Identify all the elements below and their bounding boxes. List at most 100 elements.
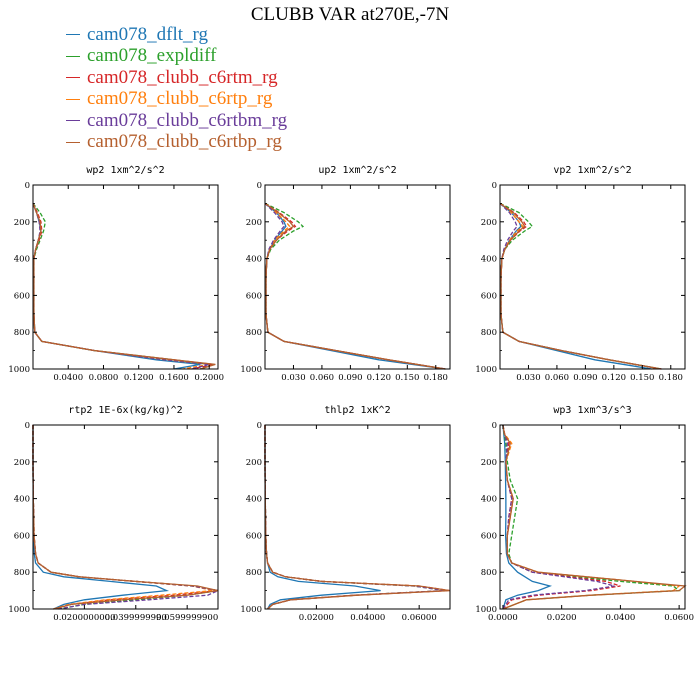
x-tick-label: 0.030 xyxy=(281,373,305,383)
series-line xyxy=(32,425,170,610)
series-line xyxy=(264,425,451,610)
legend-item: cam078_clubb_c6rtm_rg xyxy=(66,67,287,89)
panel-title: thlp2 1xK^2 xyxy=(324,405,390,416)
series-line xyxy=(502,424,681,610)
y-tick-label: 800 xyxy=(14,568,30,578)
panel: vp2 1xm^2/s^2 0 200 400 600 800 1000 0.030 0.060… xyxy=(475,165,686,383)
y-tick-label: 400 xyxy=(246,255,262,265)
x-tick-label: 0.030 xyxy=(516,373,540,383)
x-tick-label: 0.2000 xyxy=(194,373,224,383)
series-line xyxy=(502,424,621,610)
series-line xyxy=(264,425,445,610)
series-line xyxy=(499,202,662,370)
legend-item: cam078_expldiff xyxy=(66,45,287,68)
legend: cam078_dflt_rg cam078_expldiff cam078_cl… xyxy=(66,24,287,153)
x-tick-label: 0.060 xyxy=(545,373,569,383)
y-tick-label: 200 xyxy=(246,458,262,468)
legend-label: cam078_clubb_c6rtm_rg xyxy=(87,66,278,88)
y-tick-label: 1000 xyxy=(240,365,262,375)
legend-swatch xyxy=(66,55,80,57)
legend-swatch xyxy=(66,77,80,79)
y-tick-label: 200 xyxy=(246,218,262,228)
series-line xyxy=(32,203,216,370)
x-tick-label: 0.150 xyxy=(630,373,654,383)
y-tick-label: 200 xyxy=(481,458,497,468)
series-line xyxy=(502,424,553,610)
panel-title: wp3 1xm^3/s^3 xyxy=(553,405,631,416)
y-tick-label: 600 xyxy=(14,531,30,541)
y-tick-label: 200 xyxy=(14,218,30,228)
y-tick-label: 800 xyxy=(246,568,262,578)
y-tick-label: 400 xyxy=(481,255,497,265)
x-tick-label: 0.0400 xyxy=(53,373,83,383)
series-line xyxy=(32,425,219,610)
y-tick-label: 0 xyxy=(492,181,497,191)
y-tick-label: 600 xyxy=(481,531,497,541)
plot-frame xyxy=(32,424,219,610)
panel-title: up2 1xm^2/s^2 xyxy=(318,165,396,176)
panel: rtp2 1E-6x(kg/kg)^2 0 200 400 600 800 1000 0.02… xyxy=(8,405,221,623)
series-line xyxy=(264,202,446,370)
y-tick-label: 800 xyxy=(14,328,30,338)
y-tick-label: 800 xyxy=(246,328,262,338)
series-line xyxy=(32,425,219,610)
y-tick-label: 1000 xyxy=(475,605,497,615)
y-tick-label: 0 xyxy=(25,421,30,431)
x-tick-label: 0.120 xyxy=(367,373,391,383)
legend-item: cam078_clubb_c6rtbp_rg xyxy=(66,131,287,154)
series-line xyxy=(264,202,446,370)
x-tick-label: 0.0399999990 xyxy=(105,613,167,623)
legend-label: cam078_expldiff xyxy=(87,45,217,67)
y-tick-label: 1000 xyxy=(8,605,30,615)
legend-label: cam078_clubb_c6rtbm_rg xyxy=(87,109,288,131)
y-tick-label: 600 xyxy=(14,291,30,301)
y-tick-label: 600 xyxy=(481,291,497,301)
series-line xyxy=(264,202,446,370)
x-tick-label: 0.0800 xyxy=(89,373,119,383)
x-tick-label: 0.120 xyxy=(602,373,626,383)
y-tick-label: 800 xyxy=(481,568,497,578)
panel: thlp2 1xK^2 0 200 400 600 800 1000 0.02000 0.040… xyxy=(240,405,451,623)
x-tick-label: 0.150 xyxy=(395,373,419,383)
y-tick-label: 0 xyxy=(492,421,497,431)
x-tick-label: 0.090 xyxy=(338,373,362,383)
x-tick-label: 0.0200000000 xyxy=(53,613,115,623)
x-tick-label: 0.0200 xyxy=(547,613,577,623)
series-line xyxy=(502,424,687,610)
legend-swatch xyxy=(66,34,80,36)
series-line xyxy=(264,425,445,610)
panel: up2 1xm^2/s^2 0 200 400 600 800 1000 0.030 0.060… xyxy=(240,165,451,383)
y-tick-label: 600 xyxy=(246,531,262,541)
y-tick-label: 400 xyxy=(481,495,497,505)
y-tick-label: 400 xyxy=(246,495,262,505)
legend-swatch xyxy=(66,98,80,100)
x-tick-label: 0.02000 xyxy=(299,613,334,623)
figure-title: CLUBB VAR at270E,-7N xyxy=(250,4,450,25)
y-tick-label: 1000 xyxy=(8,365,30,375)
panel-title: rtp2 1E-6x(kg/kg)^2 xyxy=(68,405,182,416)
y-tick-label: 1000 xyxy=(240,605,262,615)
x-tick-label: 0.0600 xyxy=(664,613,694,623)
series-line xyxy=(499,202,662,370)
y-tick-label: 600 xyxy=(246,291,262,301)
plot-frame xyxy=(499,184,686,370)
series-line xyxy=(32,425,221,610)
y-tick-label: 200 xyxy=(481,218,497,228)
x-tick-label: 0.180 xyxy=(659,373,683,383)
x-tick-label: 0.04000 xyxy=(350,613,385,623)
y-tick-label: 200 xyxy=(14,458,30,468)
panel-title: vp2 1xm^2/s^2 xyxy=(553,165,631,176)
legend-label: cam078_clubb_c6rtp_rg xyxy=(87,88,273,110)
y-tick-label: 0 xyxy=(257,421,262,431)
series-line xyxy=(32,203,212,370)
y-tick-label: 800 xyxy=(481,328,497,338)
legend-swatch xyxy=(66,141,80,143)
panel: wp2 1xm^2/s^2 0 200 400 600 800 1000 0.0400 0.08… xyxy=(8,165,224,383)
y-tick-label: 1000 xyxy=(475,365,497,375)
legend-label: cam078_dflt_rg xyxy=(87,23,209,45)
x-tick-label: 0.1200 xyxy=(124,373,154,383)
legend-item: cam078_clubb_c6rtbm_rg xyxy=(66,110,287,132)
plot-frame xyxy=(264,184,451,370)
y-tick-label: 400 xyxy=(14,495,30,505)
